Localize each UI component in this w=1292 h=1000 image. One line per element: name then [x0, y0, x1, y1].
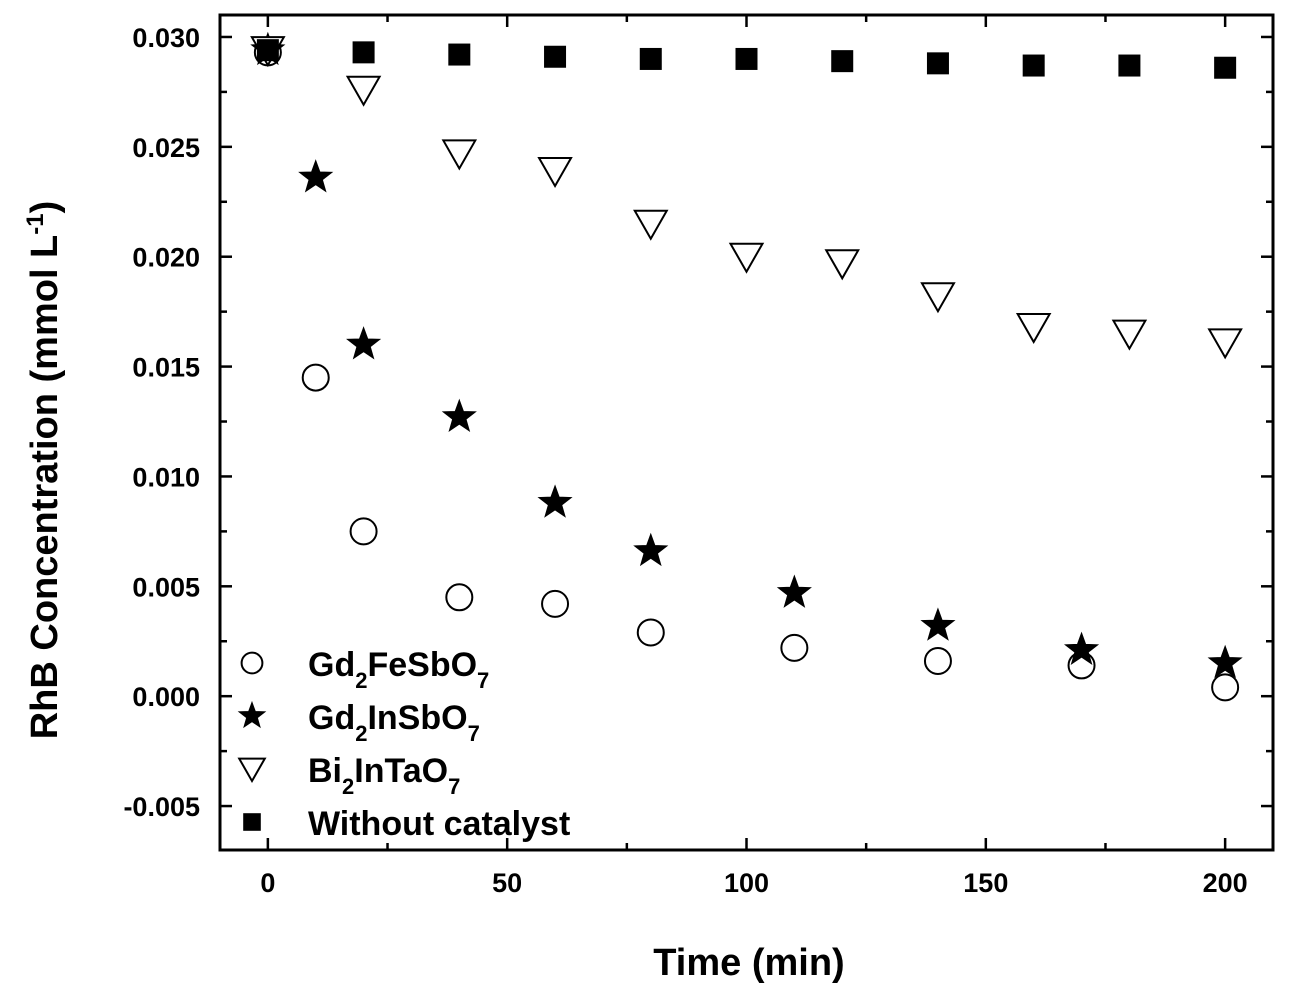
data-point [349, 517, 378, 546]
data-point [1207, 644, 1243, 679]
legend-item-2: Bi2InTaO7 [237, 752, 460, 799]
legend-text-part: InTaO [354, 752, 448, 790]
legend-subscript: 2 [355, 721, 367, 746]
data-point [346, 326, 382, 360]
y-tick-label: 0.010 [132, 462, 200, 492]
x-tick-label: 100 [724, 868, 769, 898]
data-point [544, 45, 567, 68]
x-tick-label: 150 [963, 868, 1008, 898]
data-point [831, 50, 854, 73]
legend-text-part: Gd [308, 699, 355, 737]
data-point [537, 157, 573, 189]
data-point [776, 574, 812, 608]
y-axis-title-sup: -1 [22, 213, 49, 234]
data-point [1207, 328, 1243, 360]
data-point [633, 209, 669, 241]
x-tick-label: 200 [1203, 868, 1248, 898]
series-3 [256, 39, 1237, 79]
data-point [639, 47, 662, 70]
data-point [1118, 54, 1141, 77]
x-tick-label: 0 [260, 868, 275, 898]
legend-label: Gd2InSbO7 [308, 699, 480, 746]
data-point [345, 75, 382, 107]
y-tick-label: 0.030 [132, 23, 200, 53]
data-point [1063, 631, 1100, 665]
y-axis-title: RhB Concentration (mmol L-1) [22, 201, 66, 740]
legend-subscript: 7 [477, 668, 489, 693]
data-point [301, 363, 330, 392]
legend-text-part: InSbO [367, 699, 467, 737]
data-point [923, 647, 952, 676]
data-point [728, 242, 765, 274]
data-point [298, 159, 334, 193]
data-point [256, 39, 279, 62]
legend-text-part: Bi [308, 752, 342, 790]
legend-item-3: Without catalyst [243, 805, 570, 843]
data-point [1214, 56, 1237, 79]
y-tick-label: 0.025 [132, 133, 200, 163]
legend-item-1: Gd2InSbO7 [237, 699, 480, 746]
y-tick-label: 0.000 [132, 682, 200, 712]
legend-marker [237, 757, 267, 784]
legend-subscript: 7 [468, 721, 480, 746]
data-point [735, 47, 758, 70]
data-point [1111, 319, 1148, 351]
legend-text-part: Without catalyst [308, 805, 570, 843]
data-point [537, 484, 573, 518]
data-point [1022, 54, 1045, 77]
data-layer [250, 31, 1243, 702]
data-point [441, 398, 477, 433]
legend-label: Gd2FeSbO7 [308, 646, 489, 693]
axes-layer: 0 50 100 150 200 -0.005 0.000 0.005 0.010 0.015 0.… [123, 13, 1275, 898]
legend-item-0: Gd2FeSbO7 [240, 646, 489, 693]
legend-marker [243, 813, 261, 831]
series-1 [250, 31, 1243, 679]
y-tick-label: 0.015 [132, 353, 200, 383]
legend-subscript: 2 [355, 668, 367, 693]
data-point [636, 618, 665, 647]
data-point [920, 607, 956, 641]
data-point [633, 532, 669, 567]
legend-text-part: Gd [308, 646, 355, 684]
data-point [352, 41, 375, 64]
data-point [1015, 313, 1052, 345]
data-point [448, 43, 471, 66]
y-tick-label: 0.020 [132, 243, 200, 273]
legend-marker [240, 651, 264, 675]
data-point [920, 282, 956, 314]
data-point [780, 633, 809, 662]
data-point [541, 589, 570, 618]
legend-label: Without catalyst [308, 805, 570, 843]
legend-subscript: 2 [342, 774, 354, 799]
x-tick-label: 50 [492, 868, 522, 898]
series-2 [250, 36, 1243, 360]
legend-label: Bi2InTaO7 [308, 752, 460, 799]
y-tick-label: -0.005 [123, 792, 200, 822]
x-axis-title: Time (min) [653, 942, 844, 984]
legend-subscript: 7 [448, 774, 460, 799]
data-point [824, 249, 860, 281]
series-0 [253, 38, 1240, 702]
data-point [441, 139, 478, 171]
y-axis-title-main: RhB Concentration (mmol L [24, 235, 66, 740]
data-point [1211, 673, 1240, 702]
legend-marker [237, 700, 267, 729]
data-point [445, 583, 474, 612]
y-tick-label: 0.005 [132, 572, 200, 602]
y-axis-title-close: ) [24, 201, 66, 214]
data-point [926, 52, 949, 75]
legend-text-part: FeSbO [367, 646, 477, 684]
